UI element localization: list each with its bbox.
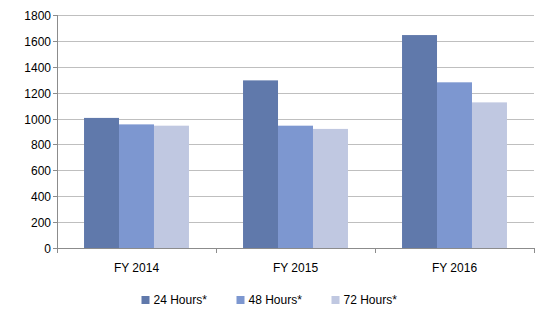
x-tick: [216, 248, 217, 253]
bar: [243, 80, 278, 248]
bar: [437, 82, 472, 248]
y-tick-label: 400: [31, 190, 51, 204]
chart-container: 0 200 400 600 800 1000 1200 1400 1600 1800 FY 2014…: [0, 0, 548, 329]
y-tick-label: 1600: [24, 35, 51, 49]
y-tick: [53, 41, 57, 42]
y-tick-label: 600: [31, 164, 51, 178]
legend-swatch: [237, 296, 245, 304]
y-tick-label: 800: [31, 138, 51, 152]
bar: [278, 126, 313, 248]
y-tick-label: 1800: [24, 9, 51, 23]
y-tick: [53, 196, 57, 197]
y-tick: [53, 67, 57, 68]
x-tick: [375, 248, 376, 253]
grid-line: [57, 41, 534, 42]
x-tick-label: FY 2014: [114, 261, 159, 275]
bar: [84, 118, 119, 248]
y-tick: [53, 170, 57, 171]
grid-line: [57, 248, 534, 249]
x-tick: [57, 248, 58, 253]
grid-line: [57, 67, 534, 68]
y-tick-label: 1000: [24, 113, 51, 127]
y-tick: [53, 119, 57, 120]
x-tick-label: FY 2015: [273, 261, 318, 275]
legend-label: 24 Hours*: [154, 293, 208, 307]
y-tick: [53, 222, 57, 223]
bar: [472, 102, 507, 248]
bar: [402, 35, 437, 248]
grid-line: [57, 15, 534, 16]
x-tick-label: FY 2016: [432, 261, 477, 275]
bars: [84, 35, 507, 248]
legend-label: 48 Hours*: [249, 293, 303, 307]
y-tick-label: 200: [31, 216, 51, 230]
x-tick: [534, 248, 535, 253]
y-tick-label: 1200: [24, 87, 51, 101]
legend-swatch: [142, 296, 150, 304]
legend-label: 72 Hours*: [344, 293, 398, 307]
y-tick: [53, 144, 57, 145]
y-tick: [53, 248, 57, 249]
y-axis: [57, 15, 58, 248]
bar: [313, 129, 348, 248]
y-tick-label: 1400: [24, 61, 51, 75]
chart: 0 200 400 600 800 1000 1200 1400 1600 1800 FY 2014…: [0, 0, 548, 329]
legend-swatch: [332, 296, 340, 304]
bar: [119, 124, 154, 248]
y-tick: [53, 93, 57, 94]
y-tick-label: 0: [44, 242, 51, 256]
x-axis: [57, 248, 534, 249]
y-tick: [53, 15, 57, 16]
bar: [154, 126, 189, 248]
